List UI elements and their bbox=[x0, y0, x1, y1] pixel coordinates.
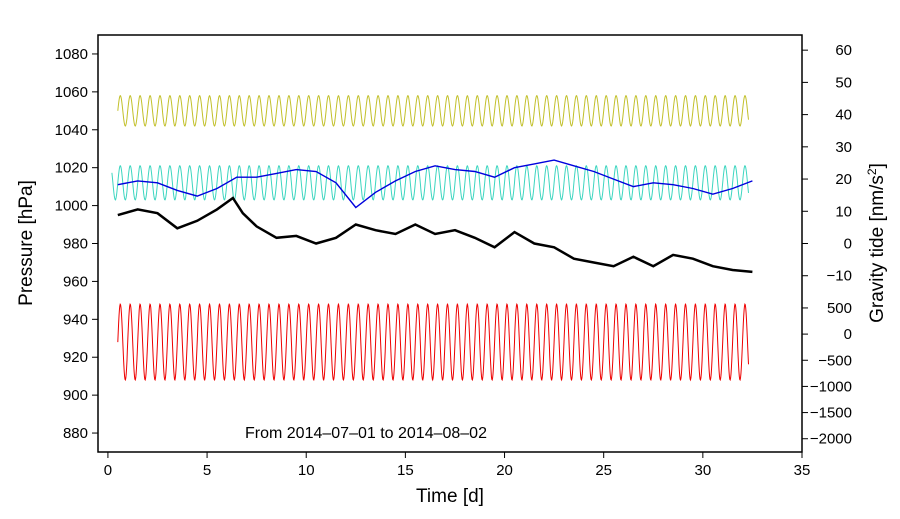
y-right-upper-tick-label-40: 40 bbox=[835, 107, 852, 124]
y-right-upper-tick-label-60: 60 bbox=[835, 42, 852, 59]
series-osc-0 bbox=[117, 94, 749, 127]
y-left-tick-label-1040: 1040 bbox=[55, 122, 88, 139]
y-right-upper-tick-label-0: 0 bbox=[844, 236, 852, 253]
annotation-date-range: From 2014–07–01 to 2014–08–02 bbox=[245, 425, 487, 442]
y-right-lower-tick-label--1000: −1000 bbox=[810, 378, 852, 395]
y-axis-left-title: Pressure [hPa] bbox=[16, 180, 37, 306]
axes-layer: 0 5 10 15 20 25 30 3588090092094096098010001020… bbox=[55, 42, 852, 479]
x-tick-label-0: 0 bbox=[104, 462, 112, 479]
y-axis-right-title: Gravity tide [nm/s2] bbox=[865, 163, 888, 323]
y-left-tick-label-980: 980 bbox=[63, 236, 88, 253]
x-tick-label-30: 30 bbox=[695, 462, 712, 479]
y-left-tick-label-1000: 1000 bbox=[55, 198, 88, 215]
y-left-tick-label-1060: 1060 bbox=[55, 84, 88, 101]
y-left-tick-label-1080: 1080 bbox=[55, 46, 88, 63]
y-right-lower-tick-label-0: 0 bbox=[844, 326, 852, 343]
y-axis-right-title-sup: 2 bbox=[865, 168, 879, 175]
y-left-tick-label-880: 880 bbox=[63, 425, 88, 442]
x-tick-label-25: 25 bbox=[595, 462, 612, 479]
x-tick-label-35: 35 bbox=[794, 462, 811, 479]
y-axis-right-title-end: ] bbox=[867, 163, 888, 168]
y-left-tick-label-1020: 1020 bbox=[55, 160, 88, 177]
x-tick-label-10: 10 bbox=[298, 462, 315, 479]
y-right-upper-tick-label-30: 30 bbox=[835, 139, 852, 156]
series-osc-2 bbox=[117, 302, 749, 382]
y-right-lower-tick-label--2000: −2000 bbox=[810, 431, 852, 448]
y-left-tick-label-900: 900 bbox=[63, 387, 88, 404]
y-left-tick-label-960: 960 bbox=[63, 273, 88, 290]
x-tick-label-15: 15 bbox=[397, 462, 414, 479]
y-right-lower-tick-label--1500: −1500 bbox=[810, 405, 852, 422]
series-osc-1 bbox=[111, 164, 749, 201]
series-line-1 bbox=[117, 159, 753, 209]
x-tick-label-20: 20 bbox=[496, 462, 513, 479]
series-line-0 bbox=[117, 196, 753, 274]
y-right-upper-tick-label--10: −10 bbox=[827, 268, 852, 285]
x-tick-label-5: 5 bbox=[203, 462, 211, 479]
y-right-upper-tick-label-20: 20 bbox=[835, 171, 852, 188]
x-axis-title: Time [d] bbox=[416, 486, 484, 507]
y-left-tick-label-920: 920 bbox=[63, 349, 88, 366]
y-right-lower-tick-label--500: −500 bbox=[818, 352, 852, 369]
y-left-tick-label-940: 940 bbox=[63, 311, 88, 328]
series-layer bbox=[111, 94, 753, 382]
y-right-upper-tick-label-50: 50 bbox=[835, 74, 852, 91]
y-right-lower-tick-label-500: 500 bbox=[827, 300, 852, 317]
y-axis-right-title-main: Gravity tide [nm/s bbox=[867, 175, 888, 323]
y-right-upper-tick-label-10: 10 bbox=[835, 203, 852, 220]
